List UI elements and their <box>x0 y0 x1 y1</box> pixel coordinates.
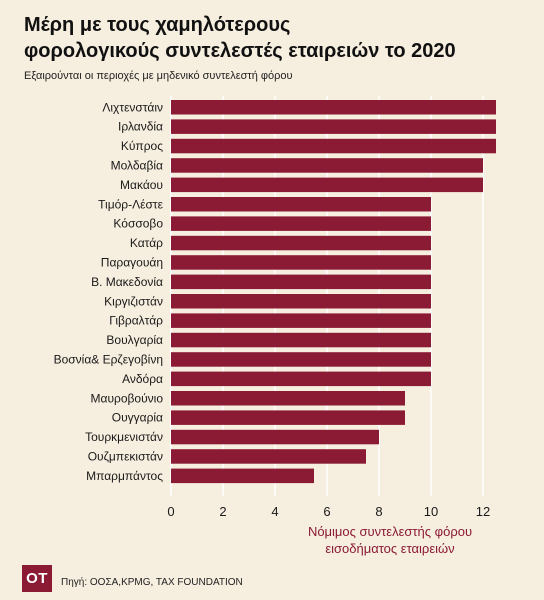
x-axis-title-line2: εισοδήματος εταιρειών <box>325 541 455 556</box>
bar <box>171 177 483 193</box>
bar <box>171 410 405 425</box>
x-tick-label: 4 <box>271 504 278 519</box>
bar <box>171 138 496 154</box>
x-tick-label: 6 <box>323 504 330 519</box>
bar <box>171 255 431 270</box>
category-label: Μακάου <box>120 178 163 192</box>
bar <box>171 197 431 212</box>
bar <box>171 468 314 484</box>
bar <box>171 352 431 367</box>
category-label: Μπαρμπάντος <box>86 469 163 483</box>
bar <box>171 216 431 231</box>
bar <box>171 274 431 290</box>
bar <box>171 391 405 406</box>
bar <box>171 119 496 134</box>
bar <box>171 100 496 115</box>
x-tick-label: 0 <box>167 504 174 519</box>
category-label: Κύπρος <box>121 139 163 153</box>
category-label: Ουγγαρία <box>112 411 163 425</box>
bar <box>171 235 431 251</box>
chart-title-line1: Μέρη με τους χαμηλότερους <box>24 14 291 36</box>
category-label: Τιμόρ-Λέστε <box>98 197 163 211</box>
category-label: Λιχτενστάιν <box>102 100 163 114</box>
x-tick-labels: 0 2 4 6 8 10 12 <box>167 504 490 519</box>
category-label: Γιβραλτάρ <box>109 314 163 328</box>
source-note: Πηγή: ΟΟΣΑ,KPMG, TAX FOUNDATION <box>61 577 243 588</box>
chart-subtitle: Εξαιρούνται οι περιοχές με μηδενικό συντ… <box>24 70 293 82</box>
chart-title-line2: φορολογικούς συντελεστές εταιρειών το 20… <box>24 40 456 62</box>
chart-title: Μέρη με τους χαμηλότερους φορολογικούς σ… <box>24 12 524 64</box>
x-tick-label: 10 <box>424 504 438 519</box>
category-label: Κιργιζιστάν <box>104 294 163 308</box>
bar <box>171 294 431 309</box>
bar <box>171 429 379 445</box>
bar <box>171 371 431 387</box>
category-label: Βοσνία& Ερζεγοβίνη <box>54 352 163 366</box>
bar <box>171 332 431 348</box>
bar <box>171 313 431 328</box>
x-tick-label: 12 <box>476 504 490 519</box>
category-label: Παραγουάη <box>101 255 163 269</box>
x-axis-title: Νόμιμος συντελεστής φόρου εισοδήματος ετ… <box>290 523 490 557</box>
x-tick-label: 8 <box>375 504 382 519</box>
bar <box>171 158 483 173</box>
category-label: Μολδαβία <box>111 158 163 172</box>
bars <box>171 100 496 484</box>
category-label: Κατάρ <box>130 236 163 250</box>
x-tick-label: 2 <box>219 504 226 519</box>
category-label: Κόσσοβο <box>113 217 163 231</box>
category-label: Τουρκμενιστάν <box>85 430 163 444</box>
category-label: Β. Μακεδονία <box>91 275 163 289</box>
category-label: Ουζμπεκιστάν <box>88 449 163 463</box>
brand-logo: ΟΤ <box>22 565 52 592</box>
category-label: Ανδόρα <box>122 372 163 386</box>
x-axis-title-line1: Νόμιμος συντελεστής φόρου <box>307 524 473 539</box>
bar <box>171 449 366 464</box>
category-label: Μαυροβούνιο <box>91 391 164 405</box>
category-label: Ιρλανδία <box>118 120 163 134</box>
category-labels: Λιχτενστάιν Ιρλανδία Κύπρος Μολδαβία Μακάου Τ… <box>54 100 164 483</box>
category-label: Βουλγαρία <box>106 333 163 347</box>
